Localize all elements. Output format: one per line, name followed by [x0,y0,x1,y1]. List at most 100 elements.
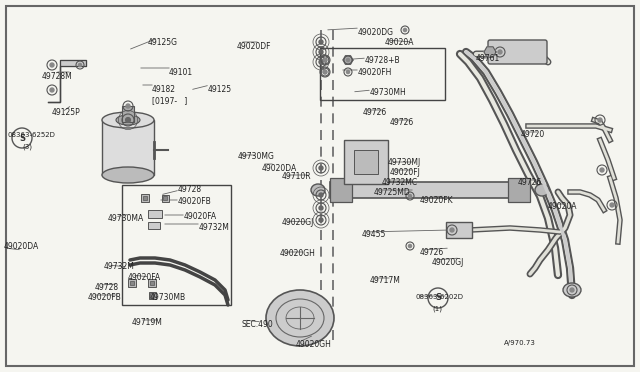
Bar [163,196,167,200]
Ellipse shape [563,283,581,297]
Text: 49730MH: 49730MH [370,88,407,97]
Text: 49720: 49720 [521,130,545,139]
Text: 49728M: 49728M [42,72,73,81]
Bar [354,150,378,174]
Ellipse shape [102,167,154,183]
Text: 49182: 49182 [152,85,176,94]
Circle shape [319,40,323,44]
Text: 49020A: 49020A [385,38,415,47]
Text: 49125: 49125 [208,85,232,94]
Bar [141,194,149,202]
Text: 49020GH: 49020GH [296,340,332,349]
Circle shape [319,218,323,222]
Circle shape [319,193,323,197]
Circle shape [126,104,130,108]
Circle shape [323,58,326,62]
Circle shape [408,195,412,198]
Bar [508,178,530,202]
Text: 49728+B: 49728+B [365,56,401,65]
Bar [344,140,388,184]
Circle shape [319,166,323,170]
Text: 49732M: 49732M [104,262,135,271]
Text: 49730MA: 49730MA [108,214,144,223]
Polygon shape [48,60,86,102]
Text: 49726: 49726 [518,178,542,187]
Text: 49020FK: 49020FK [420,196,454,205]
Bar [122,106,134,122]
Text: 49717M: 49717M [370,276,401,285]
Text: 49020FJ: 49020FJ [390,168,421,177]
Text: (3): (3) [22,143,32,150]
Bar [161,195,168,202]
Ellipse shape [116,115,140,125]
Text: 49728: 49728 [178,185,202,194]
Circle shape [346,58,349,62]
Text: S: S [19,134,25,142]
FancyBboxPatch shape [488,40,547,64]
Circle shape [50,63,54,67]
Text: 08363-6252D: 08363-6252D [8,132,56,138]
Circle shape [50,88,54,92]
Circle shape [323,70,327,74]
Text: S: S [435,294,441,302]
Text: 49020DA: 49020DA [4,242,39,251]
Ellipse shape [311,184,325,196]
Text: 49020GH: 49020GH [280,249,316,258]
Bar [148,222,160,229]
Text: 49020GJ: 49020GJ [282,218,314,227]
Text: A/970.73: A/970.73 [504,340,536,346]
Text: 49730MJ: 49730MJ [388,158,421,167]
Text: 49101: 49101 [169,68,193,77]
Bar [446,222,472,238]
Bar [148,210,162,218]
Text: 49020FB: 49020FB [178,197,212,206]
Text: 49020DG: 49020DG [358,28,394,37]
Text: SEC.490: SEC.490 [241,320,273,329]
Circle shape [79,63,82,67]
Circle shape [319,50,323,54]
Circle shape [610,203,614,207]
Ellipse shape [535,184,549,196]
Circle shape [323,70,326,74]
Text: 49726: 49726 [363,108,387,117]
Text: 49726: 49726 [390,118,414,127]
Text: [0197-   ]: [0197- ] [152,96,188,105]
Circle shape [598,118,602,122]
Circle shape [450,228,454,232]
Text: 49732M: 49732M [199,223,230,232]
Circle shape [323,58,327,62]
Bar [150,293,154,297]
Text: 49730MB: 49730MB [150,293,186,302]
Text: 49726: 49726 [420,248,444,257]
Bar [143,196,147,200]
Text: 49761: 49761 [476,54,500,63]
Text: 49730MG: 49730MG [238,152,275,161]
Text: 08363-6202D: 08363-6202D [415,294,463,300]
Text: (1): (1) [432,305,442,311]
Text: 49455: 49455 [362,230,387,239]
Circle shape [125,118,131,122]
Text: 49728: 49728 [95,283,119,292]
Text: 49020FA: 49020FA [184,212,217,221]
Circle shape [408,244,412,248]
Text: 49020DA: 49020DA [262,164,297,173]
Bar [128,279,136,287]
Circle shape [319,206,323,210]
Text: 49125G: 49125G [148,38,178,47]
Circle shape [346,70,349,74]
Text: 49725MD: 49725MD [374,188,411,197]
Circle shape [403,28,406,32]
Circle shape [498,50,502,54]
Ellipse shape [266,290,334,346]
Text: 49020GJ: 49020GJ [432,258,465,267]
Text: 49020A: 49020A [548,202,577,211]
Text: 49020DF: 49020DF [237,42,271,51]
Bar [102,120,154,175]
Bar [130,281,134,285]
Circle shape [570,288,574,292]
Bar [320,48,445,100]
Text: 49732MC: 49732MC [382,178,418,187]
Polygon shape [484,47,496,57]
Bar [150,281,154,285]
Bar [122,185,231,305]
